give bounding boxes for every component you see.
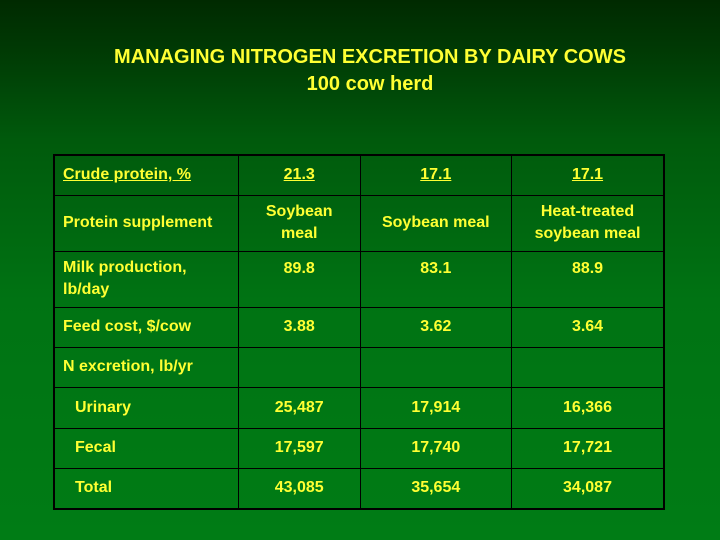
table-cell: 25,487 (237, 386, 361, 429)
row-label: Feed cost, $/cow (53, 306, 239, 348)
header-cell: Crude protein, % (53, 154, 239, 196)
table-cell: 17,914 (359, 386, 513, 429)
table-cell: 3.64 (511, 306, 665, 348)
slide-title: MANAGING NITROGEN EXCRETION BY DAIRY COW… (0, 44, 720, 98)
table-cell (511, 346, 665, 388)
table-cell: Soybean meal (237, 194, 361, 252)
table-cell: 83.1 (359, 250, 513, 308)
table-cell (237, 346, 361, 388)
table-cell (359, 346, 513, 388)
table-cell: 43,085 (237, 467, 361, 510)
table-cell: 16,366 (511, 386, 665, 429)
row-label: Protein supplement (53, 194, 239, 252)
table-row: Protein supplement Soybean meal Soybean … (53, 194, 665, 252)
table-cell: 17,740 (359, 427, 513, 469)
table-row: Feed cost, $/cow 3.88 3.62 3.64 (53, 306, 665, 348)
header-cell: 21.3 (237, 154, 361, 196)
table-row: Fecal 17,597 17,740 17,721 (53, 427, 665, 469)
header-cell: 17.1 (359, 154, 513, 196)
table-cell: 35,654 (359, 467, 513, 510)
nitrogen-table: Crude protein, % 21.3 17.1 17.1 Protein … (53, 154, 665, 510)
table-cell: 88.9 (511, 250, 665, 308)
table-cell: 3.62 (359, 306, 513, 348)
table-cell: 3.88 (237, 306, 361, 348)
title-line-1: MANAGING NITROGEN EXCRETION BY DAIRY COW… (114, 46, 626, 68)
table-cell: Soybean meal (359, 194, 513, 252)
table-row: Urinary 25,487 17,914 16,366 (53, 386, 665, 429)
title-line-2: 100 cow herd (306, 73, 434, 95)
row-label: N excretion, lb/yr (53, 346, 239, 388)
table-row: Milk production, lb/day 89.8 83.1 88.9 (53, 250, 665, 308)
table-cell: 89.8 (237, 250, 361, 308)
table-row: Total 43,085 35,654 34,087 (53, 467, 665, 510)
row-label: Milk production, lb/day (53, 250, 239, 308)
table-cell: 17,597 (237, 427, 361, 469)
row-label: Total (53, 467, 239, 510)
table-cell: 17,721 (511, 427, 665, 469)
table-header-row: Crude protein, % 21.3 17.1 17.1 (53, 154, 665, 196)
table-cell: Heat-treated soybean meal (511, 194, 665, 252)
row-label: Fecal (53, 427, 239, 469)
row-label: Urinary (53, 386, 239, 429)
table-row: N excretion, lb/yr (53, 346, 665, 388)
table-cell: 34,087 (511, 467, 665, 510)
header-cell: 17.1 (511, 154, 665, 196)
